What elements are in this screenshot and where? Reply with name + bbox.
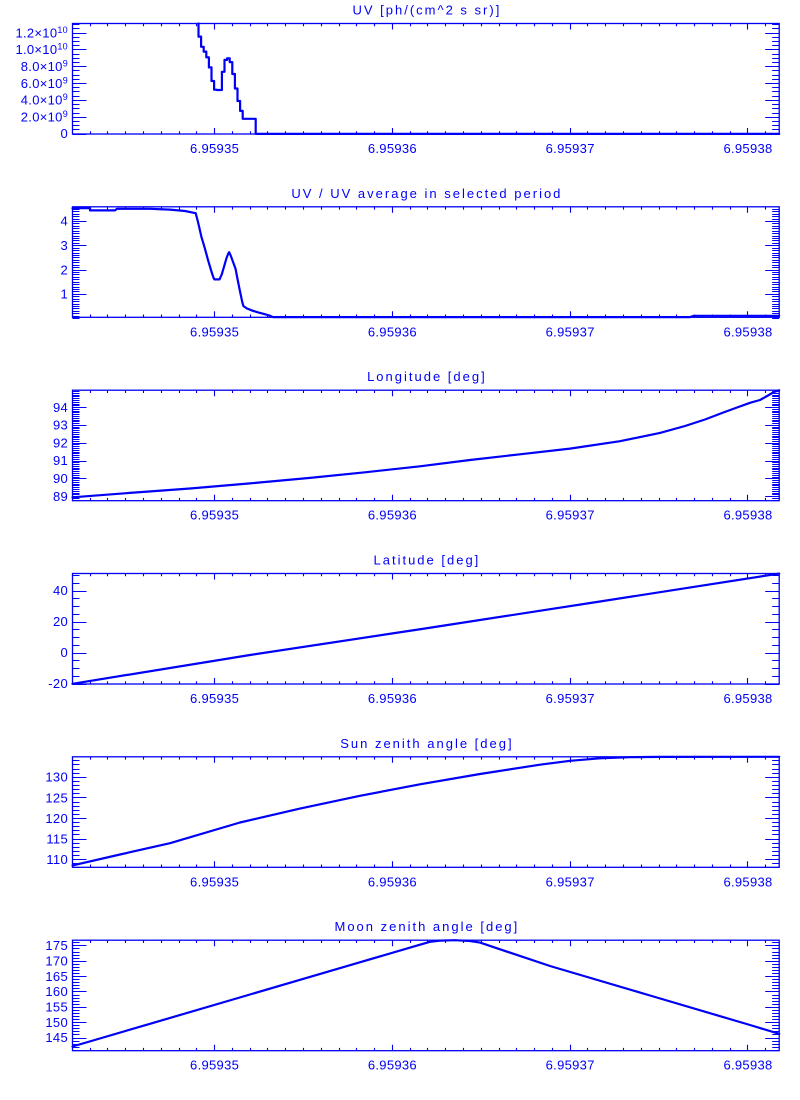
svg-text:20: 20 — [53, 614, 68, 629]
svg-text:93: 93 — [53, 418, 68, 433]
svg-text:6.95938: 6.95938 — [723, 874, 772, 889]
svg-text:6.95937: 6.95937 — [546, 1058, 595, 1073]
svg-text:110: 110 — [46, 852, 68, 867]
svg-text:6.95935: 6.95935 — [190, 508, 239, 523]
svg-text:170: 170 — [45, 954, 68, 969]
svg-text:40: 40 — [53, 583, 68, 598]
svg-text:6.95937: 6.95937 — [546, 324, 595, 339]
svg-text:UV / UV average in selected pe: UV / UV average in selected period — [291, 186, 562, 201]
svg-text:0: 0 — [60, 645, 68, 660]
svg-text:6.95938: 6.95938 — [723, 691, 772, 706]
svg-text:6.95937: 6.95937 — [546, 874, 595, 889]
svg-text:6.95935: 6.95935 — [190, 691, 239, 706]
svg-text:130: 130 — [45, 770, 68, 785]
svg-text:Latitude [deg]: Latitude [deg] — [374, 553, 481, 568]
svg-text:6.95937: 6.95937 — [546, 691, 595, 706]
svg-text:6.0×109: 6.0×109 — [21, 75, 68, 91]
svg-text:6.95937: 6.95937 — [546, 141, 595, 156]
svg-text:6.95935: 6.95935 — [190, 874, 239, 889]
svg-text:1.0×1010: 1.0×1010 — [15, 42, 68, 58]
svg-text:0: 0 — [60, 126, 68, 141]
svg-text:2.0×109: 2.0×109 — [21, 109, 68, 125]
svg-text:6.95938: 6.95938 — [723, 324, 772, 339]
svg-text:89: 89 — [53, 489, 68, 504]
svg-text:125: 125 — [45, 790, 68, 805]
svg-text:6.95936: 6.95936 — [368, 141, 417, 156]
svg-text:6.95938: 6.95938 — [723, 508, 772, 523]
svg-text:-20: -20 — [48, 676, 68, 691]
svg-text:1: 1 — [60, 287, 68, 302]
svg-text:4: 4 — [60, 214, 68, 229]
svg-text:Longitude [deg]: Longitude [deg] — [367, 369, 487, 384]
svg-text:6.95935: 6.95935 — [190, 1058, 239, 1073]
svg-text:92: 92 — [53, 435, 68, 450]
svg-text:3: 3 — [60, 238, 68, 253]
svg-text:150: 150 — [45, 1015, 68, 1030]
svg-text:6.95938: 6.95938 — [723, 141, 772, 156]
svg-text:6.95936: 6.95936 — [368, 1058, 417, 1073]
svg-text:6.95936: 6.95936 — [368, 324, 417, 339]
svg-text:8.0×109: 8.0×109 — [21, 59, 68, 75]
svg-text:2: 2 — [60, 262, 68, 277]
svg-text:91: 91 — [53, 453, 68, 468]
svg-text:6.95937: 6.95937 — [546, 508, 595, 523]
svg-text:145: 145 — [45, 1030, 68, 1045]
svg-text:120: 120 — [45, 811, 68, 826]
svg-text:6.95935: 6.95935 — [190, 141, 239, 156]
svg-text:Moon zenith angle [deg]: Moon zenith angle [deg] — [335, 919, 520, 934]
svg-text:6.95936: 6.95936 — [368, 508, 417, 523]
svg-text:6.95935: 6.95935 — [190, 324, 239, 339]
svg-text:175: 175 — [45, 938, 68, 953]
svg-text:UV [ph/(cm^2 s sr)]: UV [ph/(cm^2 s sr)] — [352, 3, 501, 18]
svg-text:Sun zenith angle [deg]: Sun zenith angle [deg] — [340, 736, 513, 751]
svg-text:115: 115 — [46, 831, 68, 846]
svg-text:90: 90 — [53, 471, 68, 486]
svg-text:94: 94 — [53, 400, 68, 415]
svg-text:6.95936: 6.95936 — [368, 691, 417, 706]
svg-text:165: 165 — [45, 969, 68, 984]
svg-text:6.95936: 6.95936 — [368, 874, 417, 889]
svg-text:160: 160 — [45, 984, 68, 999]
svg-text:4.0×109: 4.0×109 — [21, 92, 68, 108]
svg-text:1.2×1010: 1.2×1010 — [15, 25, 68, 41]
svg-text:6.95938: 6.95938 — [723, 1058, 772, 1073]
svg-text:155: 155 — [45, 1000, 68, 1015]
